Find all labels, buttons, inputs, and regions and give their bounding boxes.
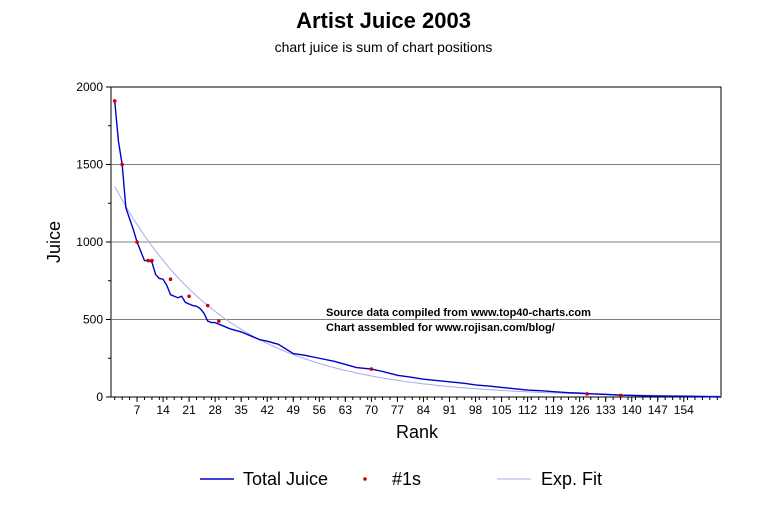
legend-number-ones-label: #1s (392, 469, 421, 489)
number-one-marker (618, 393, 623, 398)
number-one-marker (120, 162, 124, 167)
legend-total-juice-label: Total Juice (243, 469, 328, 489)
x-tick-label-147: 147 (648, 403, 668, 417)
x-tick-label-14: 14 (156, 403, 170, 417)
y-tick-label-0: 0 (96, 390, 103, 404)
chart-title: Artist Juice 2003 (296, 8, 471, 33)
x-tick-label-84: 84 (417, 403, 431, 417)
number-one-marker (205, 303, 210, 308)
number-one-marker (146, 258, 150, 263)
x-tick-label-154: 154 (674, 403, 694, 417)
x-tick-label-42: 42 (261, 403, 275, 417)
y-tick-label-1500: 1500 (76, 158, 103, 172)
legend-number-ones-swatch (363, 477, 367, 481)
x-tick-label-133: 133 (596, 403, 616, 417)
series-total-juice-line (114, 100, 722, 398)
x-tick-label-119: 119 (544, 403, 563, 417)
x-tick-label-56: 56 (313, 403, 327, 417)
legend-exp-fit-label: Exp. Fit (541, 469, 602, 489)
number-one-marker (585, 392, 589, 396)
x-tick-label-98: 98 (469, 403, 483, 417)
y-axis-title: Juice (44, 221, 64, 263)
x-tick-label-35: 35 (235, 403, 249, 417)
y-tick-label-1000: 1000 (76, 235, 103, 249)
number-one-marker (112, 99, 117, 103)
chart-subtitle: chart juice is sum of chart positions (274, 39, 493, 55)
x-tick-label-112: 112 (518, 403, 537, 417)
x-tick-label-91: 91 (443, 403, 457, 417)
x-tick-label-28: 28 (208, 403, 222, 417)
number-one-marker (187, 294, 191, 299)
number-one-marker (150, 258, 154, 263)
x-tick-label-63: 63 (339, 403, 353, 417)
x-tick-label-70: 70 (365, 403, 379, 417)
x-tick-label-126: 126 (570, 403, 590, 417)
number-one-marker (217, 319, 221, 323)
x-tick-label-21: 21 (182, 403, 196, 417)
number-one-marker (135, 240, 139, 244)
annotation-assembled: Chart assembled for www.rojisan.com/blog… (326, 322, 555, 334)
annotation-source: Source data compiled from www.top40-char… (326, 307, 591, 319)
x-tick-label-49: 49 (287, 403, 301, 417)
x-axis-title: Rank (396, 422, 439, 442)
y-tick-label-2000: 2000 (76, 80, 103, 94)
x-tick-label-7: 7 (134, 403, 141, 417)
x-tick-label-77: 77 (391, 403, 405, 417)
x-tick-label-105: 105 (492, 403, 512, 417)
y-tick-label-500: 500 (83, 313, 103, 327)
number-one-marker (168, 277, 173, 282)
number-one-marker (369, 367, 374, 371)
x-tick-label-140: 140 (622, 403, 642, 417)
